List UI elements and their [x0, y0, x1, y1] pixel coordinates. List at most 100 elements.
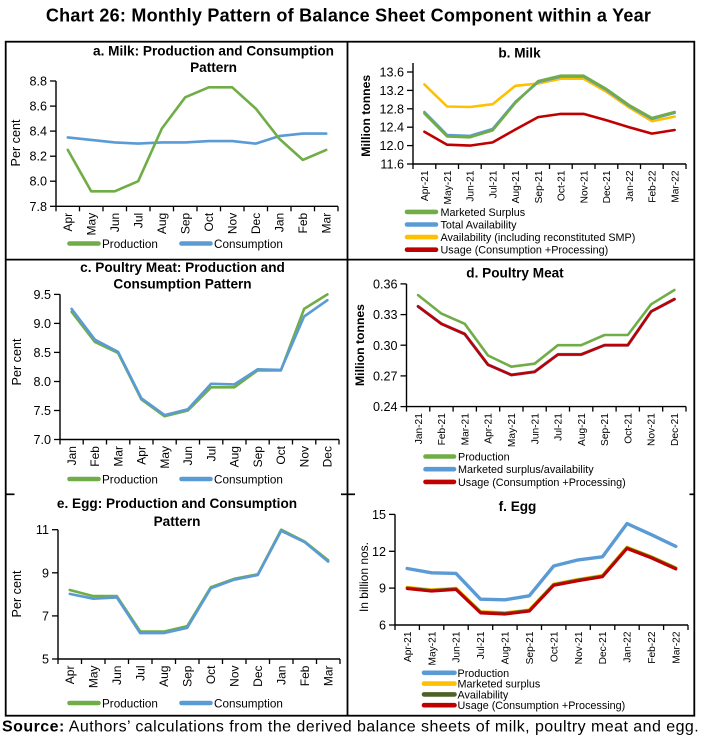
svg-text:Aug-21: Aug-21 [577, 413, 588, 446]
svg-text:0.33: 0.33 [373, 308, 398, 322]
svg-text:Apr-21: Apr-21 [403, 631, 414, 662]
svg-text:9.0: 9.0 [33, 317, 51, 331]
svg-text:May: May [87, 666, 101, 689]
svg-text:Availability (including recons: Availability (including reconstituted SM… [441, 232, 636, 244]
svg-text:May: May [158, 446, 172, 469]
svg-text:Per cent: Per cent [10, 338, 24, 385]
svg-text:Apr-21: Apr-21 [484, 413, 495, 444]
svg-text:Usage (Consumption +Processing: Usage (Consumption +Processing) [458, 700, 626, 712]
svg-text:0.36: 0.36 [373, 277, 398, 291]
svg-text:Sep: Sep [251, 446, 265, 468]
svg-text:d. Poultry Meat: d. Poultry Meat [466, 266, 564, 281]
svg-text:Jun-21: Jun-21 [452, 631, 463, 662]
svg-text:Oct: Oct [204, 665, 218, 684]
svg-text:Availability: Availability [458, 689, 509, 701]
svg-text:13.2: 13.2 [379, 84, 404, 98]
svg-text:Marketed Surplus: Marketed Surplus [441, 207, 526, 219]
svg-text:Oct-21: Oct-21 [623, 413, 634, 444]
svg-text:Aug: Aug [157, 666, 171, 687]
svg-text:Aug: Aug [155, 213, 169, 234]
svg-text:Jan-22: Jan-22 [623, 631, 634, 662]
svg-text:Jun-21: Jun-21 [530, 413, 541, 444]
svg-text:12: 12 [372, 545, 386, 559]
svg-text:Jun: Jun [110, 666, 124, 685]
svg-text:Dec-21: Dec-21 [670, 413, 681, 446]
svg-text:Oct: Oct [202, 212, 216, 231]
svg-text:Jul: Jul [204, 446, 218, 461]
svg-text:Sep: Sep [179, 212, 193, 234]
svg-text:Sep-21: Sep-21 [534, 170, 545, 203]
svg-text:Aug-21: Aug-21 [501, 631, 512, 664]
svg-text:Consumption: Consumption [214, 697, 283, 710]
svg-text:Feb: Feb [296, 212, 310, 233]
svg-text:Mar: Mar [320, 213, 334, 234]
svg-text:e. Egg: Production and Consump: e. Egg: Production and Consumption [57, 496, 297, 511]
svg-text:5: 5 [42, 653, 49, 667]
svg-text:Feb-22: Feb-22 [648, 170, 659, 203]
svg-text:Usage (Consumption +Processing: Usage (Consumption +Processing) [458, 477, 626, 489]
svg-text:Nov: Nov [297, 446, 311, 467]
svg-text:Jun: Jun [181, 446, 195, 465]
svg-text:Sep-21: Sep-21 [525, 631, 536, 664]
svg-text:Jan: Jan [65, 446, 79, 465]
svg-text:11: 11 [36, 523, 49, 537]
svg-text:Feb: Feb [88, 446, 102, 467]
svg-text:13.6: 13.6 [379, 66, 404, 80]
svg-text:Aug-21: Aug-21 [511, 170, 522, 203]
svg-text:Oct-21: Oct-21 [549, 631, 560, 662]
svg-text:Sep-21: Sep-21 [600, 413, 611, 446]
svg-text:Chart 26: Monthly Pattern of B: Chart 26: Monthly Pattern of Balance She… [46, 6, 651, 26]
svg-text:Mar-21: Mar-21 [460, 413, 471, 446]
svg-text:May: May [85, 213, 99, 236]
svg-text:Jun: Jun [108, 213, 122, 232]
svg-text:12.0: 12.0 [379, 139, 404, 153]
svg-text:b. Milk: b. Milk [498, 46, 541, 61]
svg-text:Marketed surplus/availability: Marketed surplus/availability [458, 464, 594, 476]
svg-text:f. Egg: f. Egg [499, 499, 537, 514]
svg-text:Apr-21: Apr-21 [420, 170, 431, 201]
svg-text:7.5: 7.5 [33, 404, 51, 418]
svg-text:Production: Production [102, 238, 158, 251]
svg-text:Mar: Mar [111, 446, 125, 467]
svg-text:Jan: Jan [275, 666, 289, 685]
svg-text:11.6: 11.6 [380, 158, 404, 172]
svg-text:8.4: 8.4 [29, 125, 47, 139]
svg-text:Dec: Dec [321, 446, 335, 467]
svg-text:12.4: 12.4 [379, 121, 404, 135]
svg-text:Dec-21: Dec-21 [602, 170, 613, 203]
svg-text:Usage (Consumption +Processing: Usage (Consumption +Processing) [441, 245, 609, 257]
svg-text:Oct-21: Oct-21 [557, 170, 568, 201]
svg-text:0.30: 0.30 [373, 339, 398, 353]
svg-text:a. Milk: Production and Consum: a. Milk: Production and Consumption [93, 44, 334, 59]
svg-text:Oct: Oct [274, 445, 288, 464]
svg-text:c. Poultry Meat: Production an: c. Poultry Meat: Production and [80, 260, 285, 275]
svg-text:Consumption Pattern: Consumption Pattern [113, 277, 251, 292]
svg-text:Jan-22: Jan-22 [625, 170, 636, 201]
svg-text:Feb: Feb [298, 665, 312, 686]
svg-text:8.0: 8.0 [29, 175, 47, 189]
svg-text:Sep: Sep [181, 665, 195, 687]
svg-text:Jun-21: Jun-21 [466, 170, 477, 201]
svg-text:Per cent: Per cent [9, 119, 23, 166]
svg-text:15: 15 [372, 508, 386, 522]
svg-text:Production: Production [458, 668, 510, 680]
svg-text:Nov: Nov [226, 213, 240, 234]
svg-text:Consumption: Consumption [214, 238, 283, 251]
svg-text:Apr: Apr [63, 666, 77, 685]
svg-text:Mar: Mar [322, 666, 336, 687]
svg-text:Total Availability: Total Availability [441, 220, 518, 232]
svg-text:Jul: Jul [132, 213, 146, 228]
svg-text:Production: Production [102, 473, 158, 486]
svg-text:Dec: Dec [251, 666, 265, 687]
svg-text:6: 6 [379, 619, 386, 633]
svg-text:Marketed surplus: Marketed surplus [458, 679, 541, 691]
svg-text:7.8: 7.8 [29, 200, 47, 214]
svg-text:Pattern: Pattern [154, 514, 201, 529]
svg-text:Mar-22: Mar-22 [670, 170, 681, 203]
svg-text:Feb-21: Feb-21 [437, 413, 448, 446]
svg-text:7: 7 [42, 609, 49, 623]
svg-text:Jul-21: Jul-21 [488, 170, 499, 198]
svg-text:Mar-22: Mar-22 [672, 631, 683, 664]
svg-text:Production: Production [458, 452, 510, 464]
svg-text:9: 9 [42, 566, 49, 580]
